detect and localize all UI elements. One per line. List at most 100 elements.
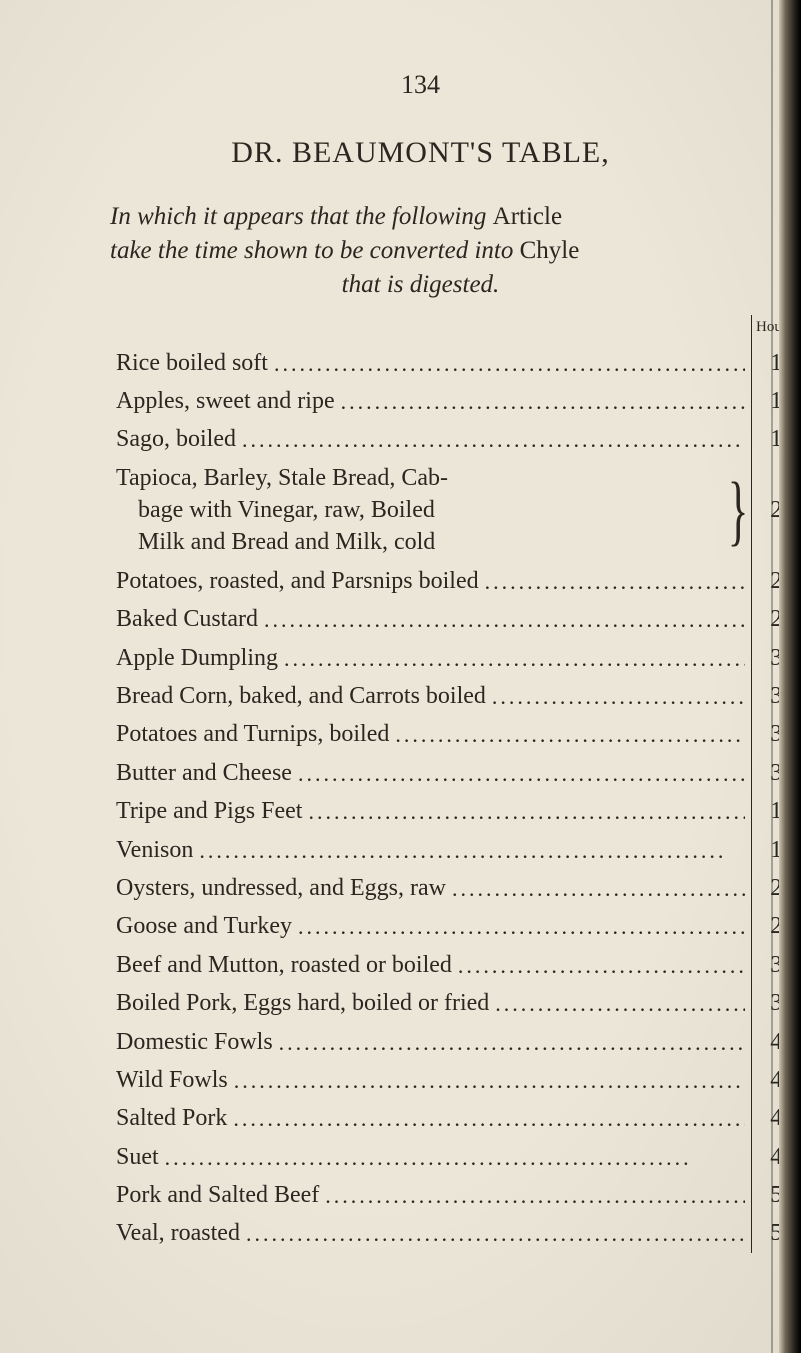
food-name: Beef and Mutton, roasted or boiled xyxy=(116,949,458,981)
food-name-cell: Veal, roasted ..........................… xyxy=(110,1214,751,1252)
table-row: Baked Custard ..........................… xyxy=(110,600,801,638)
table-row: Tripe and Pigs Feet ....................… xyxy=(110,792,801,830)
table-row: Oysters, undressed, and Eggs, raw ......… xyxy=(110,869,801,907)
table-row: Butter and Cheese ......................… xyxy=(110,754,801,792)
intro-line3: that is digested. xyxy=(342,271,500,298)
page-title: DR. BEAUMONT'S TABLE, xyxy=(110,136,731,170)
food-name: Apple Dumpling xyxy=(116,642,284,674)
table-row: Potatoes, roasted, and Parsnips boiled .… xyxy=(110,562,801,600)
food-name-cell: Boiled Pork, Eggs hard, boiled or fried … xyxy=(110,984,751,1022)
brace-line-3: Milk and Bread and Milk, cold xyxy=(116,526,729,558)
book-seam xyxy=(779,0,801,1353)
table-row: Boiled Pork, Eggs hard, boiled or fried … xyxy=(110,984,801,1022)
food-name-cell: Butter and Cheese ......................… xyxy=(110,754,751,792)
food-name-cell: Tripe and Pigs Feet ....................… xyxy=(110,792,751,830)
food-name: Bread Corn, baked, and Carrots boiled xyxy=(116,680,492,712)
leader-dots: ........................................… xyxy=(492,682,745,712)
leader-dots: ........................................… xyxy=(325,1181,745,1211)
page-number: 134 xyxy=(110,70,731,100)
page-body: 134 DR. BEAUMONT'S TABLE, In which it ap… xyxy=(60,40,771,1323)
food-name: Domestic Fowls xyxy=(116,1026,279,1058)
food-name-cell: Bread Corn, baked, and Carrots boiled ..… xyxy=(110,677,751,715)
leader-dots: ........................................… xyxy=(199,836,745,866)
food-name-cell: Rice boiled soft .......................… xyxy=(110,344,751,382)
food-name-cell: Suet ...................................… xyxy=(110,1138,751,1176)
leader-dots: ........................................… xyxy=(298,912,745,942)
food-name: Wild Fowls xyxy=(116,1064,234,1096)
intro-line1-italic: In which it appears that the following xyxy=(110,203,493,230)
table-row: Veal, roasted ..........................… xyxy=(110,1214,801,1252)
food-name-cell: Potatoes and Turnips, boiled ...........… xyxy=(110,715,751,753)
table-row: Bread Corn, baked, and Carrots boiled ..… xyxy=(110,677,801,715)
food-name: Pork and Salted Beef xyxy=(116,1179,325,1211)
food-name-cell: Apple Dumpling .........................… xyxy=(110,639,751,677)
table-row: Salted Pork ............................… xyxy=(110,1099,801,1137)
food-name: Oysters, undressed, and Eggs, raw xyxy=(116,872,452,904)
table-row: Pork and Salted Beef ...................… xyxy=(110,1176,801,1214)
leader-dots: ........................................… xyxy=(458,951,745,981)
food-name: Baked Custard xyxy=(116,603,264,635)
food-name: Suet xyxy=(116,1141,165,1173)
table-row: Suet ...................................… xyxy=(110,1138,801,1176)
leader-dots: ........................................… xyxy=(246,1219,745,1249)
food-name-cell: Wild Fowls .............................… xyxy=(110,1061,751,1099)
leader-dots: ........................................… xyxy=(452,874,745,904)
food-name-cell: Potatoes, roasted, and Parsnips boiled .… xyxy=(110,562,751,600)
leader-dots: ........................................… xyxy=(242,425,745,455)
table-row: Wild Fowls .............................… xyxy=(110,1061,801,1099)
table-row: Venison ................................… xyxy=(110,831,801,869)
food-name: Potatoes and Turnips, boiled xyxy=(116,718,395,750)
table-row: Apples, sweet and ripe .................… xyxy=(110,382,801,420)
table-row: Goose and Turkey .......................… xyxy=(110,907,801,945)
leader-dots: ........................................… xyxy=(264,605,745,635)
page-edge-line xyxy=(771,0,773,1353)
leader-dots: ........................................… xyxy=(485,567,745,597)
table-row: Rice boiled soft .......................… xyxy=(110,344,801,382)
table-row-braced: Tapioca, Barley, Stale Bread, Cab- bage … xyxy=(110,459,801,562)
food-name: Butter and Cheese xyxy=(116,757,298,789)
table-row: Domestic Fowls .........................… xyxy=(110,1023,801,1061)
right-brace-icon: } xyxy=(733,462,743,559)
leader-dots: ........................................… xyxy=(234,1066,745,1096)
food-name-cell: Sago, boiled ...........................… xyxy=(110,420,751,458)
food-name-cell: Domestic Fowls .........................… xyxy=(110,1023,751,1061)
food-name: Veal, roasted xyxy=(116,1217,246,1249)
table-row: Apple Dumpling .........................… xyxy=(110,639,801,677)
digestion-table: Hours. Min. Rice boiled soft ...........… xyxy=(110,315,801,1253)
food-name-cell: Apples, sweet and ripe .................… xyxy=(110,382,751,420)
leader-dots: ........................................… xyxy=(308,797,745,827)
food-name: Goose and Turkey xyxy=(116,910,298,942)
food-name: Sago, boiled xyxy=(116,423,242,455)
table-row: Sago, boiled ...........................… xyxy=(110,420,801,458)
header-empty xyxy=(110,315,751,343)
food-name: Rice boiled soft xyxy=(116,347,274,379)
leader-dots: ........................................… xyxy=(341,387,745,417)
food-name-cell: Goose and Turkey .......................… xyxy=(110,907,751,945)
leader-dots: ........................................… xyxy=(298,759,745,789)
leader-dots: ........................................… xyxy=(284,644,745,674)
brace-line-2: bage with Vinegar, raw, Boiled xyxy=(116,494,729,526)
food-name: Venison xyxy=(116,834,199,866)
food-name-cell: Oysters, undressed, and Eggs, raw ......… xyxy=(110,869,751,907)
food-name: Salted Pork xyxy=(116,1102,233,1134)
table-row: Potatoes and Turnips, boiled ...........… xyxy=(110,715,801,753)
intro-line1-upright: Article xyxy=(493,203,562,230)
brace-line-1: Tapioca, Barley, Stale Bread, Cab- xyxy=(116,462,729,494)
leader-dots: ........................................… xyxy=(395,720,745,750)
food-name: Apples, sweet and ripe xyxy=(116,385,341,417)
intro-line2-upright: Chyle xyxy=(520,237,580,264)
intro-paragraph: In which it appears that the following A… xyxy=(110,200,731,301)
food-name-cell: Baked Custard ..........................… xyxy=(110,600,751,638)
food-name: Tripe and Pigs Feet xyxy=(116,795,308,827)
food-name-cell: Beef and Mutton, roasted or boiled .....… xyxy=(110,946,751,984)
food-name: Boiled Pork, Eggs hard, boiled or fried xyxy=(116,987,495,1019)
leader-dots: ........................................… xyxy=(165,1143,745,1173)
food-name-cell: Pork and Salted Beef ...................… xyxy=(110,1176,751,1214)
food-name: Potatoes, roasted, and Parsnips boiled xyxy=(116,565,485,597)
leader-dots: ........................................… xyxy=(274,349,745,379)
intro-line2-italic: take the time shown to be converted into xyxy=(110,237,520,264)
food-name-cell: Venison ................................… xyxy=(110,831,751,869)
leader-dots: ........................................… xyxy=(279,1028,745,1058)
leader-dots: ........................................… xyxy=(495,989,745,1019)
food-name-cell: Salted Pork ............................… xyxy=(110,1099,751,1137)
